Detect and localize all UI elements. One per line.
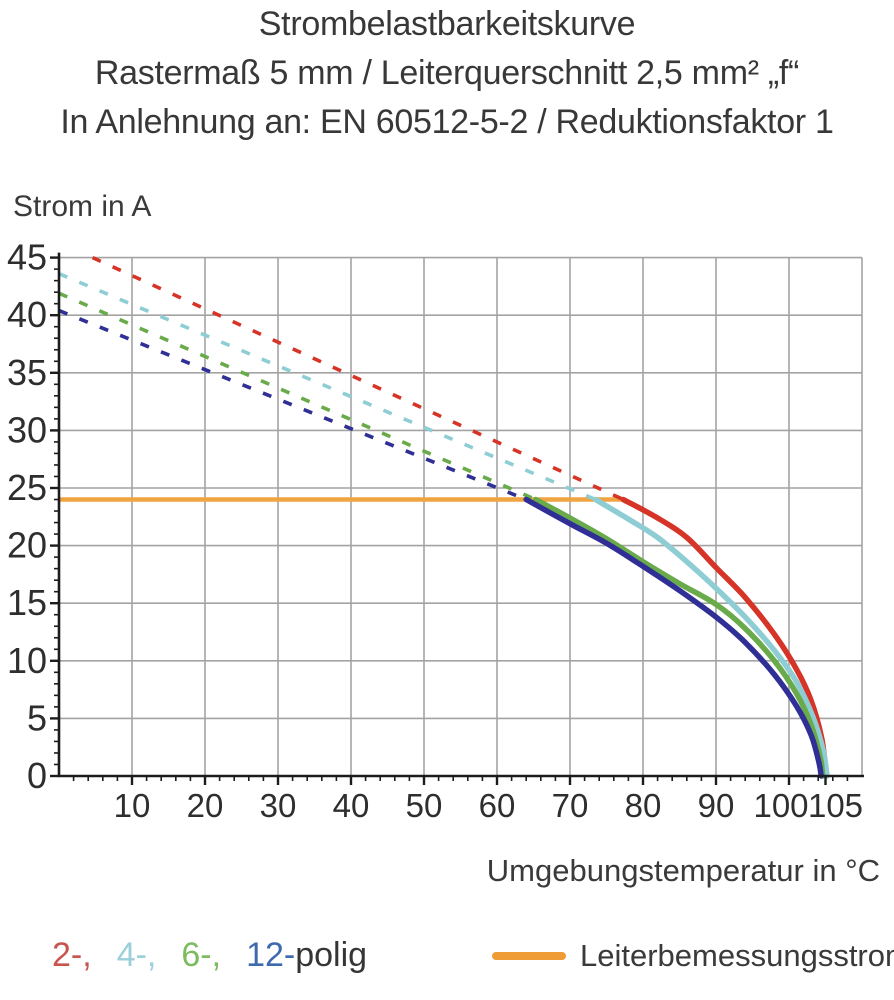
chart-title-block: Strombelastbarkeitskurve Rastermaß 5 mm … [0,0,894,147]
y-tick-label-35: 35 [7,352,47,393]
y-tick-label-45: 45 [7,237,47,278]
y-tick-label-25: 25 [7,467,47,508]
chart-title-line2: Rastermaß 5 mm / Leiterquerschnitt 2,5 m… [94,54,800,92]
y-tick-label-30: 30 [7,409,47,450]
y-tick-label-10: 10 [7,640,47,681]
legend-item-6-polig: 6-, [181,936,222,974]
chart-title-line1: Strombelastbarkeitskurve [258,5,636,43]
series-2-polig-solid-curve [620,496,829,779]
x-tick-label-50: 50 [406,787,443,824]
legend-item-4-polig: 4-, [116,936,157,974]
y-axis-title: Strom in A [13,190,152,223]
series-12-polig-dashed-curve [58,308,527,502]
x-tick-label-70: 70 [552,787,589,824]
legend-suffix-polig: polig [295,936,368,974]
y-tick-label-15: 15 [7,582,47,623]
x-tick-label-20: 20 [187,787,224,824]
series-2-polig-dashed-curve [91,255,625,502]
series-6-polig-solid-curve [532,496,826,779]
x-axis-title: Umgebungstemperatur in °C [486,853,880,888]
reference-line-swatch [492,952,566,960]
x-tick-label-90: 90 [698,787,735,824]
legend-item-2-polig: 2-, [52,936,92,974]
chart-title-line3: In Anlehnung an: EN 60512-5-2 / Reduktio… [60,103,834,141]
x-tick-label-40: 40 [333,787,370,824]
series-6-polig-dashed-curve [58,291,537,502]
legend-reference-line: Leiterbemessungsstrom [492,938,894,974]
y-tick-label-5: 5 [27,697,47,738]
x-tick-label-60: 60 [479,787,516,824]
legend-series-items: 2-, 4-, 6-, 12- [52,936,295,975]
y-tick-label-0: 0 [27,755,47,796]
legend-item-12-polig: 12- [246,936,296,974]
y-tick-label-40: 40 [7,294,47,335]
series-4-polig-solid-curve [592,496,830,779]
series-12-polig-solid-curve [523,496,824,779]
x-tick-label-80: 80 [625,787,662,824]
x-tick-label-100: 100 [753,787,808,824]
y-tick-label-20: 20 [7,525,47,566]
reference-line-label: Leiterbemessungsstrom [580,938,894,973]
series-4-polig-dashed-curve [58,272,597,502]
x-tick-label-105: 105 [808,787,863,824]
x-tick-label-10: 10 [114,787,151,824]
x-tick-label-30: 30 [260,787,297,824]
legend-series-labels: 2-, 4-, 6-, 12- polig [52,936,367,975]
